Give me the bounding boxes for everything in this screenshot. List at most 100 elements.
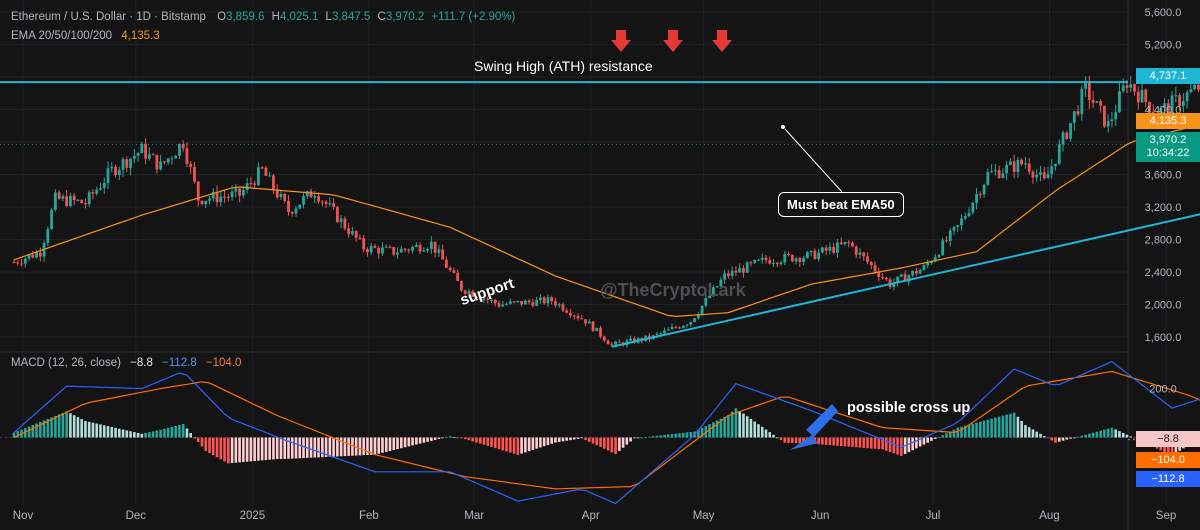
candle-body xyxy=(61,196,65,199)
x-tick-label: Nov xyxy=(13,510,34,522)
candle-body xyxy=(693,318,696,322)
macd-histogram-bar xyxy=(742,413,745,438)
macd-histogram-bar xyxy=(42,420,46,438)
macd-histogram-bar xyxy=(892,437,896,454)
candle-body xyxy=(354,231,358,238)
macd-histogram-bar xyxy=(768,432,772,438)
candle-body xyxy=(106,168,110,184)
candle-body xyxy=(742,268,745,273)
candle-body xyxy=(1166,103,1170,114)
macd-histogram-bar xyxy=(941,435,945,438)
candle-body xyxy=(290,212,294,214)
macd-histogram-bar xyxy=(321,437,324,458)
candle-body xyxy=(576,315,580,319)
candle-body xyxy=(324,201,328,204)
macd-histogram-bar xyxy=(279,437,283,459)
candle-body xyxy=(1148,102,1151,113)
symbol-header: Ethereum / U.S. Dollar · 1D · Bitstamp O… xyxy=(11,11,515,23)
candle-body xyxy=(802,257,805,262)
x-tick-label: Mar xyxy=(464,510,484,522)
candle-body xyxy=(809,250,813,253)
macd-histogram-bar xyxy=(23,428,27,438)
last-price-value: 3,970.2 xyxy=(1149,134,1187,146)
macd-histogram-bar xyxy=(945,433,948,438)
macd-histogram-bar xyxy=(527,437,531,452)
candle-body xyxy=(456,272,460,281)
candle-body xyxy=(565,310,569,313)
macd-histogram-bar xyxy=(110,426,114,438)
candle-body xyxy=(911,270,915,276)
candle-body xyxy=(181,144,185,149)
candle-body xyxy=(1159,108,1163,118)
candle-body xyxy=(144,143,147,159)
candle-body xyxy=(674,326,678,328)
macd-histogram-bar xyxy=(794,437,798,444)
candle-body xyxy=(102,183,106,189)
macd-histogram-bar xyxy=(501,437,505,451)
ema-legend[interactable]: EMA 20/50/100/200 4,135.3 xyxy=(11,30,160,42)
macd-histogram-bar xyxy=(1106,428,1110,438)
candle-body xyxy=(569,312,572,316)
candle-body xyxy=(125,159,129,168)
macd-histogram-bar xyxy=(670,434,674,438)
candle-body xyxy=(475,296,478,298)
candle-body xyxy=(185,148,189,164)
candle-body xyxy=(317,195,320,202)
symbol-name[interactable]: Ethereum / U.S. Dollar · 1D · Bitstamp xyxy=(11,11,206,23)
macd-histogram-bar xyxy=(685,432,689,438)
macd-histogram-bar xyxy=(418,437,422,444)
macd-histogram-bar xyxy=(621,437,625,448)
candle-body xyxy=(704,298,708,306)
candle-body xyxy=(110,166,114,169)
macd-histogram-bar xyxy=(854,437,858,448)
macd-histogram-bar xyxy=(196,437,200,442)
candle-body xyxy=(1121,85,1125,92)
macd-histogram-bar xyxy=(847,437,851,447)
candle-body xyxy=(926,262,930,266)
macd-histogram-bar xyxy=(783,437,787,443)
candle-body xyxy=(16,262,20,264)
candle-body xyxy=(685,324,689,326)
candle-body xyxy=(734,270,738,273)
red-down-arrow-icon xyxy=(663,30,683,52)
macd-histogram-bar xyxy=(332,437,335,457)
x-tick-label: Dec xyxy=(126,510,147,522)
macd-histogram-bar xyxy=(136,432,140,438)
candle-body xyxy=(463,290,467,294)
candle-body xyxy=(234,188,238,192)
macd-histogram-bar xyxy=(1091,432,1095,438)
macd-histogram-bar xyxy=(264,437,268,461)
candle-body xyxy=(978,194,982,196)
macd-histogram-bar xyxy=(471,437,475,442)
macd-histogram-bar xyxy=(1129,436,1133,438)
macd-histogram-bar xyxy=(125,430,129,438)
ema-callout-box[interactable]: Must beat EMA50 xyxy=(778,192,904,217)
candle-body xyxy=(787,253,790,256)
high-label: H xyxy=(271,11,280,23)
candle-body xyxy=(441,249,445,260)
candle-body xyxy=(681,325,685,329)
macd-histogram-bar xyxy=(238,437,241,463)
macd-histogram-bar xyxy=(572,437,576,440)
macd-histogram-bar xyxy=(460,437,463,439)
x-tick-label: Aug xyxy=(1039,510,1059,522)
candle-body xyxy=(738,268,742,273)
candle-body xyxy=(219,196,223,203)
candle-body xyxy=(531,302,535,306)
macd-histogram-bar xyxy=(531,437,535,450)
y-tick-label: 5,600.0 xyxy=(1145,7,1182,19)
candle-body xyxy=(418,245,422,252)
candle-body xyxy=(1170,95,1174,114)
x-tick-label: Jul xyxy=(926,510,941,522)
candle-body xyxy=(1012,161,1016,172)
candle-body xyxy=(347,228,351,235)
open-value: 3,859.6 xyxy=(226,11,265,23)
macd-legend[interactable]: MACD (12, 26, close) −8.8 −112.8 −104.0 xyxy=(11,357,241,369)
macd-histogram-bar xyxy=(798,437,802,444)
candle-body xyxy=(298,204,302,209)
macd-histogram-bar xyxy=(347,437,350,456)
macd-histogram-bar xyxy=(80,419,83,438)
candle-body xyxy=(1091,99,1095,103)
macd-histogram-bar xyxy=(287,437,290,459)
